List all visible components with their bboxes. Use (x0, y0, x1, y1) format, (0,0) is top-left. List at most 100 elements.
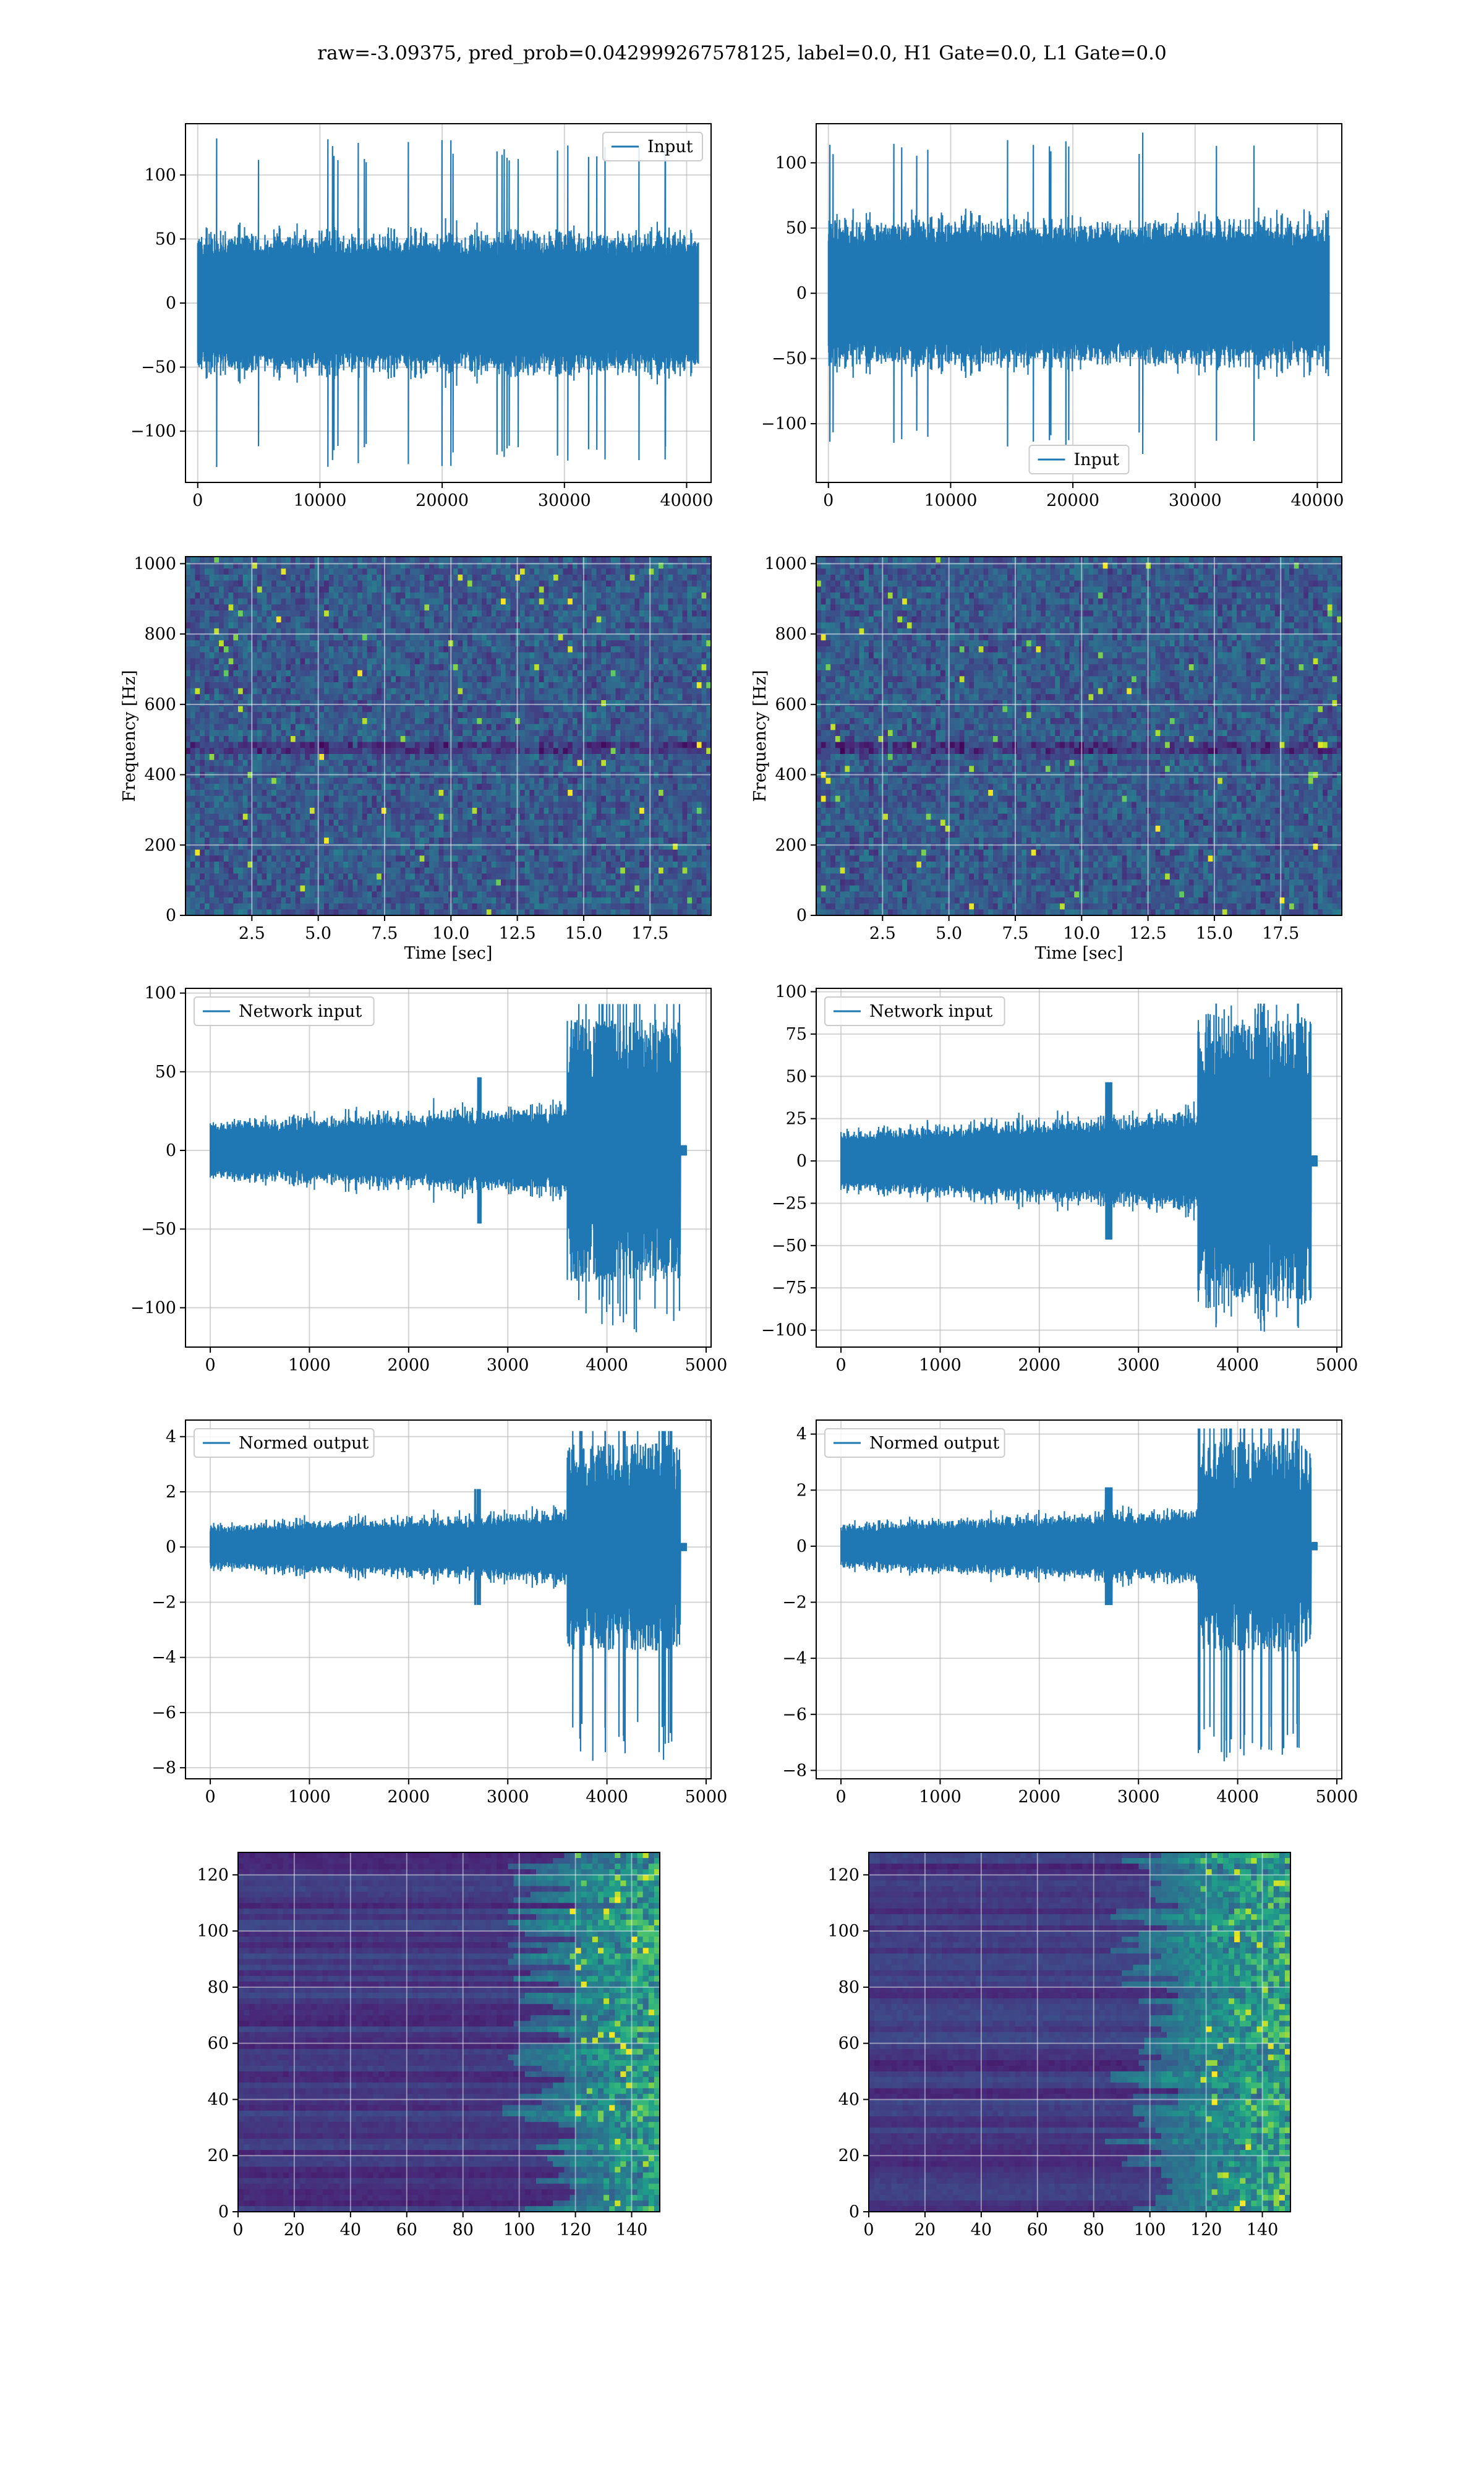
heatmap-cell (334, 593, 339, 599)
heatmap-cell (673, 664, 678, 670)
heatmap-cell (463, 802, 467, 808)
heatmap-cell (267, 586, 271, 593)
heatmap-cell (233, 784, 238, 790)
heatmap-cell (276, 617, 281, 623)
heatmap-cell (663, 622, 668, 628)
heatmap-cell (386, 610, 391, 617)
heatmap-cell (544, 730, 549, 736)
heatmap-cell (424, 622, 429, 628)
heatmap-cell (267, 754, 271, 760)
heatmap-cell (654, 790, 659, 796)
heatmap-cell (453, 820, 458, 826)
heatmap-cell (348, 790, 353, 796)
heatmap-cell (634, 586, 639, 593)
heatmap-cell (210, 712, 215, 718)
heatmap-cell (372, 568, 377, 575)
heatmap-cell (639, 706, 644, 713)
heatmap-cell (639, 599, 644, 605)
heatmap-cell (377, 748, 382, 754)
heatmap-cell (553, 682, 558, 688)
heatmap-cell (377, 646, 382, 653)
heatmap-cell (548, 706, 553, 713)
heatmap-cell (205, 796, 210, 802)
heatmap-cell (510, 694, 515, 700)
heatmap-cell (439, 604, 444, 610)
heatmap-cell (673, 622, 678, 628)
heatmap-cell (243, 778, 248, 784)
heatmap-cell (357, 610, 362, 617)
heatmap-cell (291, 724, 296, 730)
heatmap-cell (205, 742, 210, 748)
heatmap-cell (372, 586, 377, 593)
heatmap-cell (420, 640, 425, 646)
heatmap-cell (453, 808, 458, 814)
heatmap-cell (276, 760, 281, 766)
heatmap-cell (582, 730, 587, 736)
heatmap-cell (510, 778, 515, 784)
heatmap-cell (305, 730, 310, 736)
heatmap-cell (271, 724, 276, 730)
heatmap-cell (429, 664, 434, 670)
heatmap-cell (477, 581, 482, 587)
heatmap-cell (601, 646, 606, 653)
heatmap-cell (424, 599, 429, 605)
heatmap-cell (573, 622, 578, 628)
heatmap-cell (606, 658, 611, 664)
heatmap-cell (195, 706, 200, 713)
heatmap-cell (310, 802, 315, 808)
heatmap-cell (291, 814, 296, 820)
heatmap-cell (539, 820, 544, 826)
heatmap-cell (563, 778, 568, 784)
heatmap-cell (582, 802, 587, 808)
heatmap-cell (252, 653, 257, 659)
heatmap-cell (429, 658, 434, 664)
heatmap-cell (687, 742, 692, 748)
heatmap-cell (214, 593, 219, 599)
heatmap-cell (539, 808, 544, 814)
heatmap-cell (443, 718, 448, 724)
heatmap-cell (553, 814, 558, 820)
heatmap-cell (296, 658, 301, 664)
heatmap-cell (420, 748, 425, 754)
heatmap-cell (396, 599, 401, 605)
heatmap-cell (477, 664, 482, 670)
heatmap-cell (597, 808, 602, 814)
heatmap-cell (319, 658, 324, 664)
heatmap-cell (463, 635, 467, 641)
heatmap-cell (219, 676, 224, 682)
heatmap-cell (482, 670, 487, 677)
heatmap-cell (424, 610, 429, 617)
heatmap-cell (601, 760, 606, 766)
heatmap-cell (463, 796, 467, 802)
heatmap-cell (458, 664, 463, 670)
heatmap-cell (697, 581, 702, 587)
heatmap-cell (186, 748, 190, 754)
heatmap-cell (582, 664, 587, 670)
heatmap-cell (668, 730, 673, 736)
heatmap-cell (573, 658, 578, 664)
heatmap-cell (324, 617, 329, 623)
heatmap-cell (214, 724, 219, 730)
heatmap-cell (224, 718, 229, 724)
heatmap-cell (281, 599, 286, 605)
heatmap-cell (238, 617, 243, 623)
heatmap-cell (529, 676, 534, 682)
heatmap-cell (467, 664, 472, 670)
heatmap-cell (668, 706, 673, 713)
heatmap-cell (281, 718, 286, 724)
heatmap-cell (492, 742, 497, 748)
heatmap-cell (343, 610, 348, 617)
heatmap-cell (592, 730, 597, 736)
heatmap-cell (439, 706, 444, 713)
heatmap-cell (453, 568, 458, 575)
heatmap-cell (243, 814, 248, 820)
heatmap-cell (467, 568, 472, 575)
heatmap-cell (692, 730, 697, 736)
heatmap-cell (458, 640, 463, 646)
heatmap-cell (195, 682, 200, 688)
heatmap-cell (687, 599, 692, 605)
heatmap-cell (615, 599, 620, 605)
heatmap-cell (673, 640, 678, 646)
heatmap-cell (534, 575, 539, 581)
heatmap-cell (391, 658, 396, 664)
